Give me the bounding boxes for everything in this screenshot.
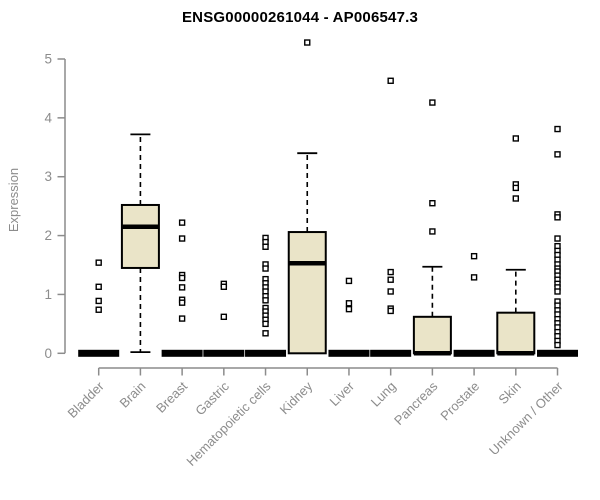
y-tick-label: 0 — [44, 346, 52, 361]
y-tick-label: 2 — [44, 228, 52, 243]
outlier-breast — [178, 315, 186, 322]
outlier-breast — [178, 299, 186, 306]
outlier-breast — [178, 284, 186, 291]
outlier-bladder — [95, 306, 102, 313]
x-tick-label-5: Kidney — [277, 378, 316, 417]
outlier-lung — [387, 307, 394, 315]
x-tick-label-0: Bladder — [65, 378, 108, 421]
outlier-bladder — [95, 297, 102, 305]
outlier-unknown-other — [554, 214, 561, 221]
outlier-unknown-other — [554, 151, 561, 158]
box-skin — [496, 311, 536, 355]
outlier-pancreas — [429, 99, 436, 106]
x-tick-label-3: Gastric — [192, 378, 232, 418]
outlier-hematopoietic-cells — [262, 320, 269, 328]
y-tick-label: 4 — [44, 110, 52, 125]
outlier-gastric — [220, 283, 228, 290]
y-tick-label: 3 — [44, 169, 52, 184]
outlier-bladder — [95, 283, 102, 290]
outlier-hematopoietic-cells — [262, 297, 269, 304]
collapsed-box-breast — [161, 349, 203, 357]
x-tick-label-10: Skin — [495, 379, 523, 407]
collapsed-box-unknown-other — [537, 349, 579, 357]
outlier-unknown-other — [554, 288, 561, 295]
y-axis-label: Expression — [6, 168, 21, 232]
collapsed-box-bladder — [78, 349, 120, 357]
outlier-lung — [387, 268, 394, 276]
box-kidney — [287, 231, 327, 355]
outlier-lung — [387, 77, 394, 84]
y-tick-label: 1 — [44, 287, 52, 302]
outlier-skin — [512, 135, 519, 142]
outlier-unknown-other — [554, 235, 561, 242]
outlier-liver — [345, 300, 353, 307]
outlier-skin — [512, 195, 519, 202]
chart-title: ENSG00000261044 - AP006547.3 — [181, 9, 419, 26]
x-tick-label-2: Breast — [153, 378, 190, 415]
outlier-pancreas — [429, 200, 436, 207]
x-tick-label-9: Prostate — [437, 379, 482, 424]
outlier-bladder — [95, 259, 102, 266]
outlier-liver — [345, 305, 353, 313]
outlier-breast — [178, 235, 186, 242]
outlier-gastric — [220, 313, 228, 321]
x-tick-label-7: Lung — [368, 379, 399, 410]
outlier-lung — [387, 288, 394, 295]
outlier-hematopoietic-cells — [262, 330, 269, 337]
outlier-unknown-other — [554, 125, 561, 133]
x-tick-label-8: Pancreas — [391, 378, 441, 428]
outlier-skin — [512, 184, 519, 192]
outlier-unknown-other — [554, 341, 561, 349]
box-brain — [120, 203, 160, 269]
x-tick-label-1: Brain — [116, 379, 148, 411]
collapsed-box-prostate — [453, 349, 495, 357]
outlier-hematopoietic-cells — [262, 243, 269, 250]
box-pancreas — [412, 315, 452, 355]
outlier-hematopoietic-cells — [262, 265, 269, 272]
outlier-pancreas — [429, 228, 436, 235]
outlier-breast — [178, 274, 186, 282]
outlier-breast — [178, 219, 186, 226]
collapsed-box-liver — [328, 349, 370, 357]
outlier-kidney — [304, 39, 311, 46]
collapsed-box-lung — [370, 349, 412, 357]
outlier-prostate — [470, 274, 478, 281]
collapsed-box-hematopoietic-cells — [245, 349, 287, 357]
collapsed-box-gastric — [203, 349, 245, 357]
x-tick-label-11: Unknown / Other — [486, 378, 566, 458]
y-tick-label: 5 — [44, 52, 52, 67]
x-tick-label-6: Liver — [327, 378, 358, 409]
outlier-lung — [387, 276, 394, 283]
outlier-liver — [345, 277, 353, 285]
outlier-prostate — [470, 252, 478, 260]
